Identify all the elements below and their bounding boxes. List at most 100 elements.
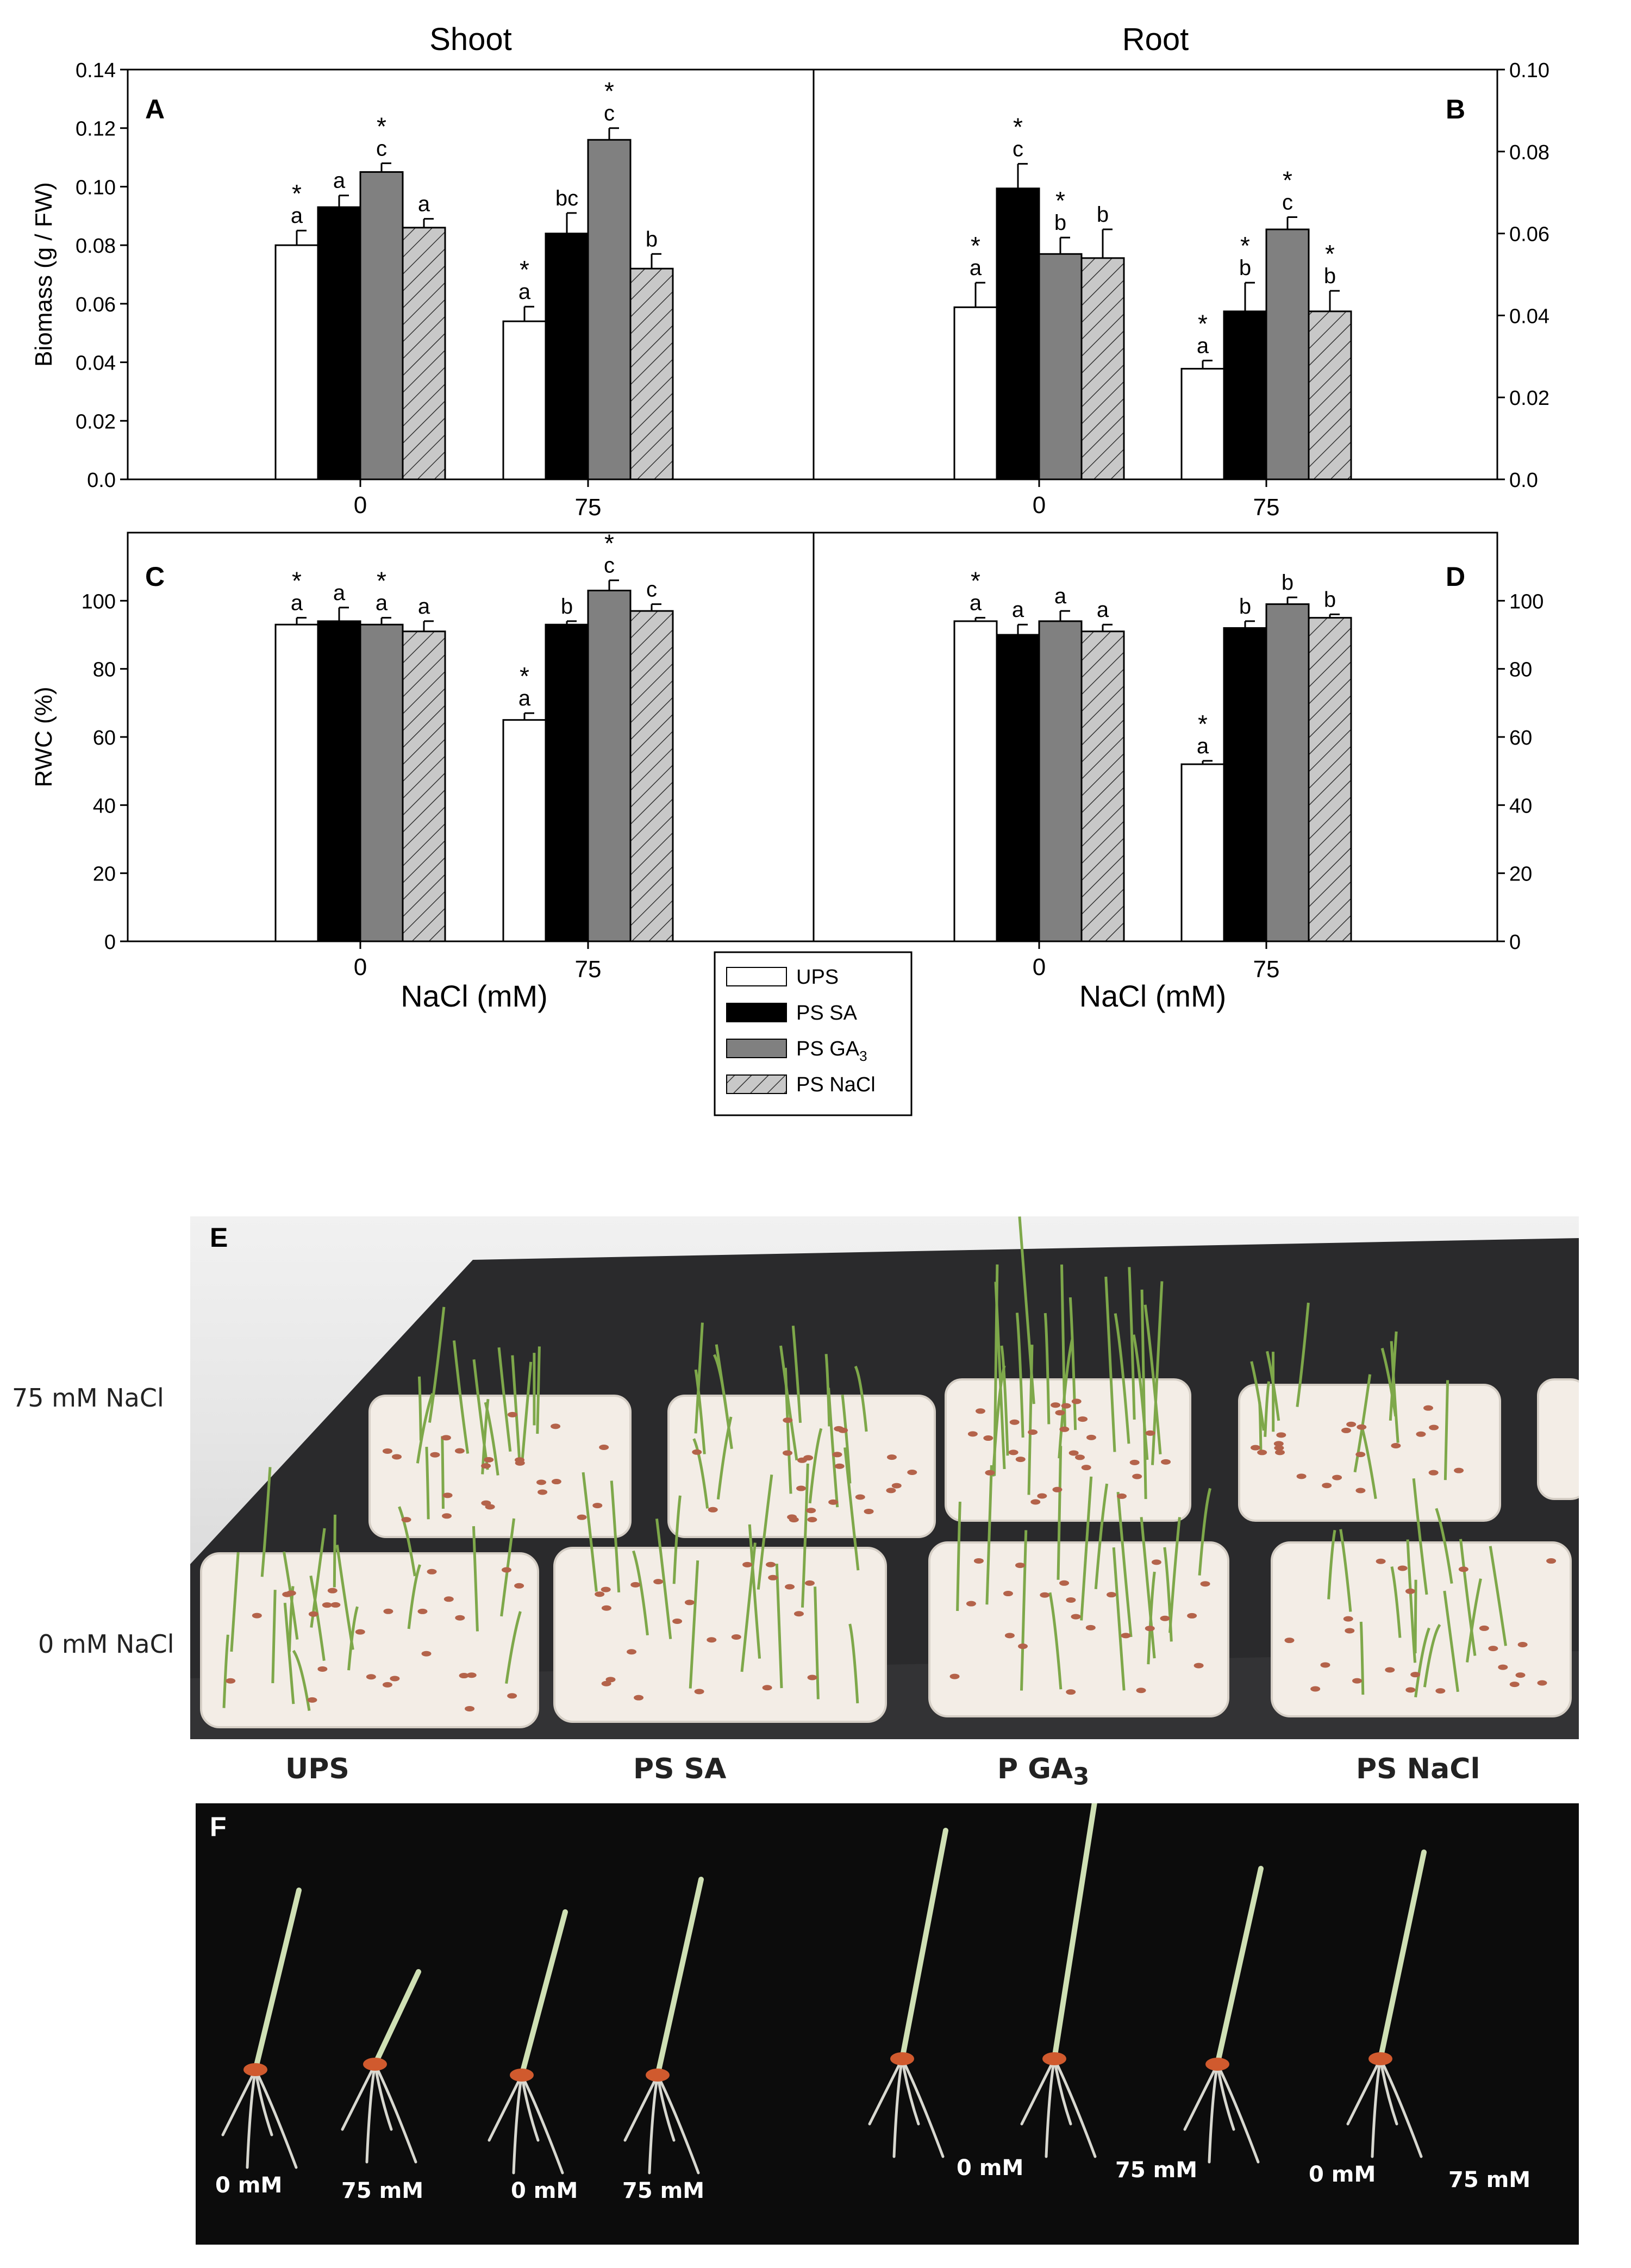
seed [967, 1431, 978, 1437]
seedling-root [1053, 2057, 1072, 2126]
grass-blade [398, 1506, 416, 1577]
significance-letter-c: a [333, 581, 346, 605]
seed [1257, 1449, 1267, 1455]
seed [1345, 1628, 1355, 1634]
grass-blade [801, 1463, 809, 1608]
panel-c-xlabel: NaCl (mM) [401, 979, 548, 1013]
seedling-shoot [1052, 1803, 1097, 2061]
significance-letter-c: c [604, 554, 615, 578]
seed [783, 1450, 793, 1456]
legend-swatch-ups [726, 967, 787, 986]
seed [1385, 1667, 1395, 1673]
significance-letter-a: c [376, 136, 387, 160]
seed [768, 1575, 778, 1580]
seed [1132, 1473, 1142, 1479]
panel-a-ytick-label: 0.14 [76, 59, 116, 82]
significance-star-a: * [520, 255, 529, 284]
significance-letter-b: b [1239, 256, 1251, 280]
seed [886, 1454, 897, 1460]
seed [421, 1651, 432, 1657]
seed [1086, 1434, 1096, 1440]
seed [832, 1452, 842, 1458]
significance-star-b: * [1283, 166, 1292, 194]
significance-letter-c: a [376, 591, 388, 615]
grass-blade [1466, 1578, 1482, 1663]
grass-blade [808, 1428, 823, 1504]
seed [1352, 1678, 1362, 1684]
seedling-root [868, 2057, 904, 2126]
trays-illustration [190, 1216, 1579, 1739]
significance-letter-a: a [291, 204, 303, 228]
panel-a-ylabel: Biomass (g / FW) [30, 182, 57, 367]
grass-blade [260, 1467, 272, 1577]
seed [1066, 1689, 1076, 1695]
seed [1009, 1419, 1020, 1425]
seed [514, 1583, 524, 1589]
seed [1071, 1614, 1081, 1620]
grass-blade [610, 1480, 621, 1592]
bar-a-ps-ga3-0 [359, 171, 404, 480]
significance-star-d: * [971, 567, 980, 595]
row-label-75mm: 75 mM NaCl [12, 1383, 164, 1413]
seed [355, 1629, 365, 1635]
panel-b-ytick-label: 0.10 [1509, 59, 1549, 82]
grass-blade [791, 1326, 802, 1423]
seedling-seed [1042, 2052, 1066, 2065]
seedling-root [488, 2073, 523, 2142]
panel-d-letter: D [1446, 561, 1465, 592]
significance-letter-a: b [646, 227, 658, 251]
seed [308, 1611, 318, 1617]
seedling-root [1208, 2063, 1219, 2164]
significance-star-b: * [1055, 186, 1065, 215]
seedling-shoot [899, 1828, 948, 2061]
bar-c-ups-75 [502, 719, 547, 942]
grass-blade [1198, 1488, 1212, 1576]
grass-blade [632, 1550, 649, 1636]
label-f-1: 75 mM [341, 2178, 424, 2203]
panel-c-ytick-label: 20 [93, 863, 116, 886]
grass-blade [416, 1393, 434, 1464]
significance-star-b: * [1325, 240, 1335, 268]
grass-blade [715, 1344, 733, 1449]
seed [601, 1586, 611, 1592]
label-f-0: 0 mM [215, 2173, 283, 2198]
seedling-shoot [372, 1969, 421, 2067]
seed [907, 1469, 917, 1475]
seed [1068, 1450, 1079, 1456]
seed [1416, 1431, 1426, 1437]
seed [807, 1516, 817, 1522]
seedling-root [656, 2073, 700, 2175]
seed [1410, 1672, 1421, 1678]
grass-blade [407, 1564, 421, 1629]
grass-blade [288, 1586, 295, 1652]
seed [864, 1508, 874, 1514]
seed [731, 1634, 741, 1640]
seed [1051, 1402, 1061, 1408]
seed [417, 1608, 428, 1614]
grass-blade [1390, 1566, 1402, 1638]
bar-c-ps-nacl-0 [402, 630, 446, 942]
seed [430, 1452, 440, 1458]
seed [1273, 1441, 1284, 1447]
bar-d-ps-ga3-0 [1038, 620, 1083, 942]
legend-label-ups: UPS [796, 966, 839, 989]
seedling-root [892, 2057, 904, 2158]
col-label-ups: UPS [285, 1753, 349, 1785]
seed [804, 1580, 815, 1586]
significance-star-c: * [604, 529, 614, 558]
panel-a-ytick-label: 0.0 [87, 469, 116, 492]
grass-blade [1114, 1313, 1130, 1444]
panel-a-ytick-label: 0.02 [76, 410, 116, 433]
seed [1003, 1591, 1013, 1597]
seedling-root [1346, 2057, 1382, 2126]
significance-letter-c: a [291, 591, 303, 615]
panel-a-xtick-label: 0 [354, 492, 367, 518]
seed [1405, 1687, 1416, 1693]
seed [1310, 1686, 1321, 1692]
seed [1509, 1682, 1520, 1688]
grass-blade [1266, 1351, 1280, 1421]
grass-blade [1143, 1304, 1162, 1454]
bar-a-ps-ga3-75 [587, 139, 632, 480]
grass-blade [655, 1519, 672, 1639]
significance-star-a: * [604, 77, 614, 105]
